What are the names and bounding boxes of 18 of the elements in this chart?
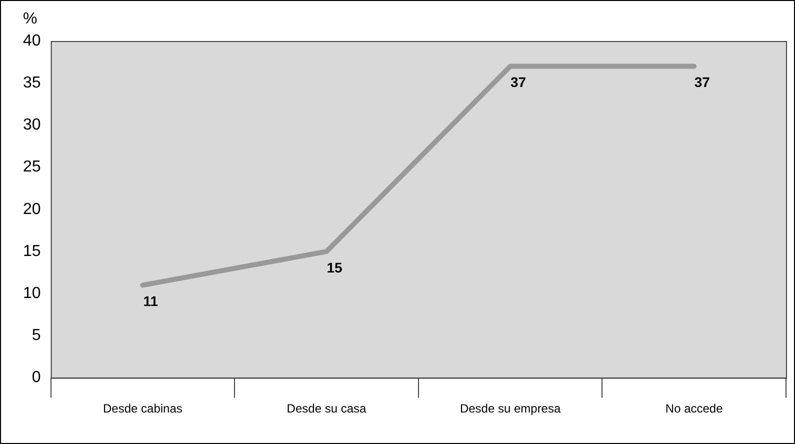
x-tick-label: Desde su casa: [286, 402, 367, 416]
y-tick-label: 20: [23, 200, 41, 218]
y-tick-label: 35: [23, 74, 41, 92]
y-tick-label: 0: [32, 369, 41, 386]
data-label: 37: [694, 74, 710, 90]
data-label: 11: [143, 293, 158, 310]
x-tick-label: No accede: [665, 402, 724, 416]
y-tick-label: 15: [23, 242, 41, 260]
y-tick-label: 25: [23, 158, 41, 176]
y-tick-label: 30: [23, 116, 41, 134]
data-label: 15: [326, 259, 342, 276]
y-axis-title: %: [23, 10, 38, 28]
data-label: 37: [510, 74, 526, 90]
y-tick-label: 40: [23, 32, 41, 50]
x-tick-label: Desde su empresa: [460, 402, 561, 416]
x-tick-label: Desde cabinas: [103, 402, 182, 416]
y-tick-label: 5: [32, 327, 41, 344]
y-tick-label: 10: [23, 285, 41, 302]
